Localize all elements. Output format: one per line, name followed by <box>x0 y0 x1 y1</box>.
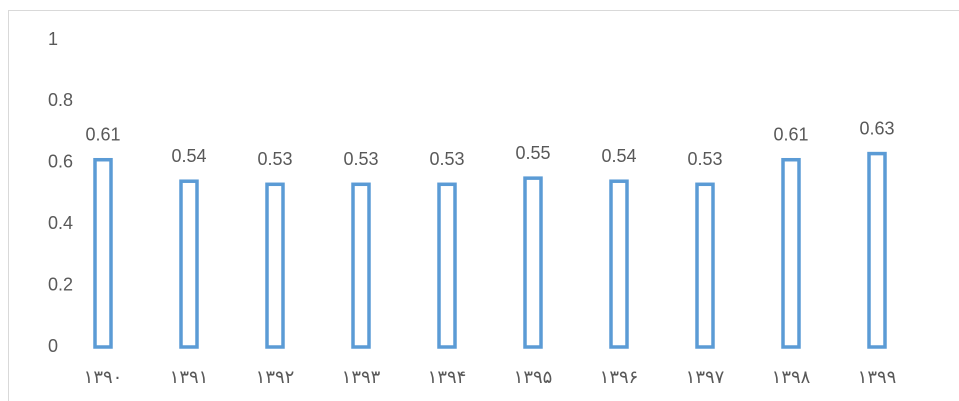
data-label: 0.54 <box>171 146 206 166</box>
y-tick-label: 0.4 <box>48 213 73 233</box>
data-label: 0.55 <box>515 143 550 163</box>
bar <box>695 182 715 349</box>
x-tick-label: ۱۳۹۵ <box>514 367 553 387</box>
data-label: 0.54 <box>601 146 636 166</box>
x-tick-label: ۱۳۹۷ <box>686 367 725 387</box>
data-label: 0.61 <box>773 124 808 144</box>
bar <box>609 179 629 349</box>
data-label: 0.53 <box>687 149 722 169</box>
data-label: 0.63 <box>859 118 894 138</box>
data-label: 0.61 <box>85 124 120 144</box>
chart-frame <box>8 10 959 401</box>
bar <box>93 157 113 349</box>
x-tick-label: ۱۳۹۲ <box>256 367 295 387</box>
bar <box>265 182 285 349</box>
bar <box>437 182 457 349</box>
x-tick-label: ۱۳۹۶ <box>600 367 639 387</box>
x-tick-label: ۱۳۹۰ <box>84 367 123 387</box>
y-tick-label: 0.8 <box>48 90 73 110</box>
bar <box>351 182 371 349</box>
y-tick-label: 1 <box>48 29 58 49</box>
data-label: 0.53 <box>429 149 464 169</box>
data-label: 0.53 <box>257 149 292 169</box>
x-tick-label: ۱۳۹۸ <box>772 367 811 387</box>
x-tick-label: ۱۳۹۴ <box>428 367 467 387</box>
y-tick-label: 0.2 <box>48 274 73 294</box>
data-label: 0.53 <box>343 149 378 169</box>
x-tick-label: ۱۳۹۱ <box>170 367 209 387</box>
bar <box>867 151 887 349</box>
bar <box>179 179 199 349</box>
bar <box>781 157 801 349</box>
x-tick-label: ۱۳۹۳ <box>342 367 381 387</box>
y-tick-label: 0 <box>48 336 58 356</box>
y-tick-label: 0.6 <box>48 152 73 172</box>
x-tick-label: ۱۳۹۹ <box>858 367 897 387</box>
bar <box>523 176 543 349</box>
